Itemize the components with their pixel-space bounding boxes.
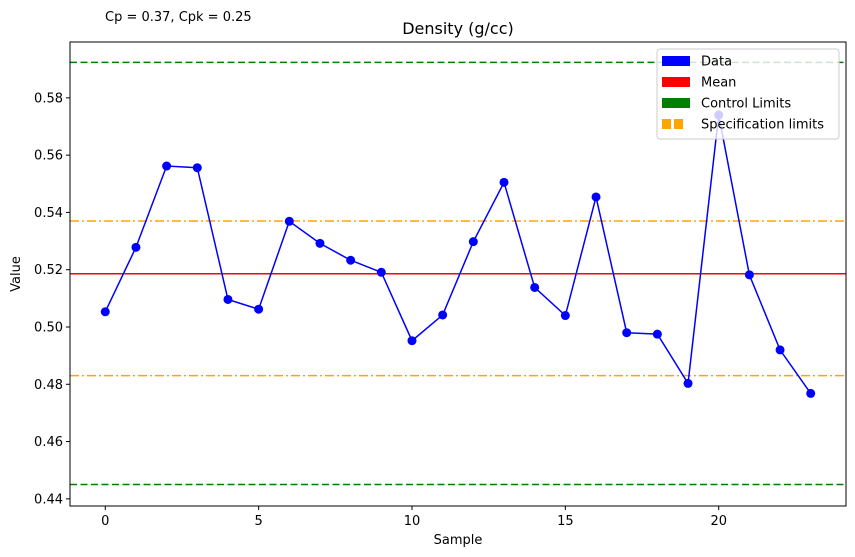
data-point-3 bbox=[192, 163, 202, 173]
x-tick-label-0: 0 bbox=[101, 514, 109, 529]
data-point-10 bbox=[407, 336, 417, 346]
y-tick-label-0: 0.44 bbox=[34, 492, 63, 507]
y-axis-label: Value bbox=[9, 256, 24, 292]
y-tick-label-1: 0.46 bbox=[34, 435, 63, 450]
data-point-13 bbox=[499, 177, 509, 187]
y-tick-label-7: 0.58 bbox=[34, 91, 63, 106]
x-tick-label-5: 5 bbox=[254, 514, 262, 529]
legend: Data Mean Control Limits Specification limi… bbox=[656, 48, 840, 140]
data-point-2 bbox=[162, 161, 172, 171]
legend-label-data: Data bbox=[701, 55, 732, 70]
legend-swatch-data bbox=[662, 56, 690, 66]
x-tick-label-10: 10 bbox=[404, 514, 421, 529]
legend-swatch-mean bbox=[662, 77, 690, 87]
data-point-16 bbox=[591, 192, 601, 202]
data-point-15 bbox=[560, 311, 570, 321]
y-axis-ticks: 0.44 0.46 0.48 0.50 0.52 0.54 0.56 0.58 bbox=[34, 91, 70, 507]
data-point-17 bbox=[622, 328, 632, 338]
data-point-21 bbox=[744, 270, 754, 280]
data-point-4 bbox=[223, 294, 233, 304]
y-tick-label-5: 0.54 bbox=[34, 206, 63, 221]
data-point-0 bbox=[100, 307, 110, 317]
data-point-19 bbox=[683, 378, 693, 388]
plot-frame bbox=[69, 41, 847, 507]
x-axis-ticks: 0 5 10 15 20 bbox=[101, 506, 727, 529]
data-point-1 bbox=[131, 242, 141, 252]
legend-label-specification-limits: Specification limits bbox=[701, 118, 824, 133]
legend-swatch-control-limits bbox=[662, 98, 690, 108]
data-point-14 bbox=[530, 282, 540, 292]
data-point-6 bbox=[284, 216, 294, 226]
x-axis-label: Sample bbox=[434, 533, 483, 548]
y-tick-label-3: 0.50 bbox=[34, 320, 63, 335]
legend-swatch-specification-limits-b bbox=[674, 119, 683, 129]
x-tick-label-15: 15 bbox=[557, 514, 574, 529]
data-point-22 bbox=[775, 345, 785, 355]
cp-cpk-annotation: Cp = 0.37, Cpk = 0.25 bbox=[105, 10, 252, 25]
data-point-18 bbox=[652, 329, 662, 339]
data-point-12 bbox=[468, 237, 478, 247]
series-line-0 bbox=[104, 114, 812, 394]
data-series bbox=[100, 110, 816, 398]
data-point-7 bbox=[315, 238, 325, 248]
legend-box bbox=[656, 48, 840, 140]
legend-label-mean: Mean bbox=[701, 76, 736, 91]
data-point-5 bbox=[254, 304, 264, 314]
y-tick-label-6: 0.56 bbox=[34, 149, 63, 164]
data-point-11 bbox=[438, 310, 448, 320]
data-point-9 bbox=[376, 267, 386, 277]
chart-title: Density (g/cc) bbox=[402, 19, 514, 38]
x-tick-label-20: 20 bbox=[710, 514, 727, 529]
data-point-23 bbox=[806, 388, 816, 398]
y-tick-label-2: 0.48 bbox=[34, 378, 63, 393]
y-tick-label-4: 0.52 bbox=[34, 263, 63, 278]
data-point-8 bbox=[346, 255, 356, 265]
legend-label-control-limits: Control Limits bbox=[701, 97, 791, 112]
legend-swatch-specification-limits-a bbox=[662, 119, 671, 129]
